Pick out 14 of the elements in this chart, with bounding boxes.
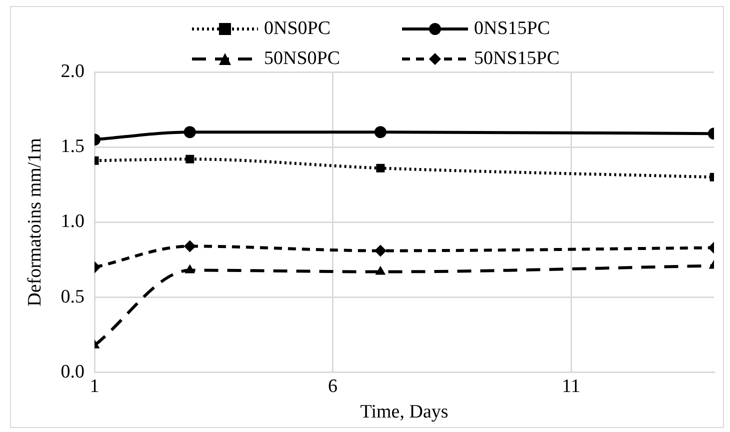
y-tick-label: 1.5 <box>60 136 85 158</box>
x-tick-label: 6 <box>328 376 338 397</box>
legend-label: 0NS0PC <box>264 18 331 40</box>
legend-label: 50NS0PC <box>264 48 340 70</box>
legend-label: 50NS15PC <box>474 48 560 70</box>
x-axis-title: Time, Days <box>360 402 448 423</box>
legend-label: 0NS15PC <box>474 18 550 40</box>
y-tick-label: 1.0 <box>60 211 85 232</box>
y-tick-label: 0.0 <box>60 361 85 382</box>
y-tick-label: 2.0 <box>60 60 85 82</box>
x-tick-label: 1 <box>90 376 100 397</box>
y-tick-label: 0.5 <box>60 286 85 308</box>
y-axis-title: Deformatoins mm/1m <box>24 138 46 306</box>
x-tick-label: 11 <box>562 376 580 397</box>
